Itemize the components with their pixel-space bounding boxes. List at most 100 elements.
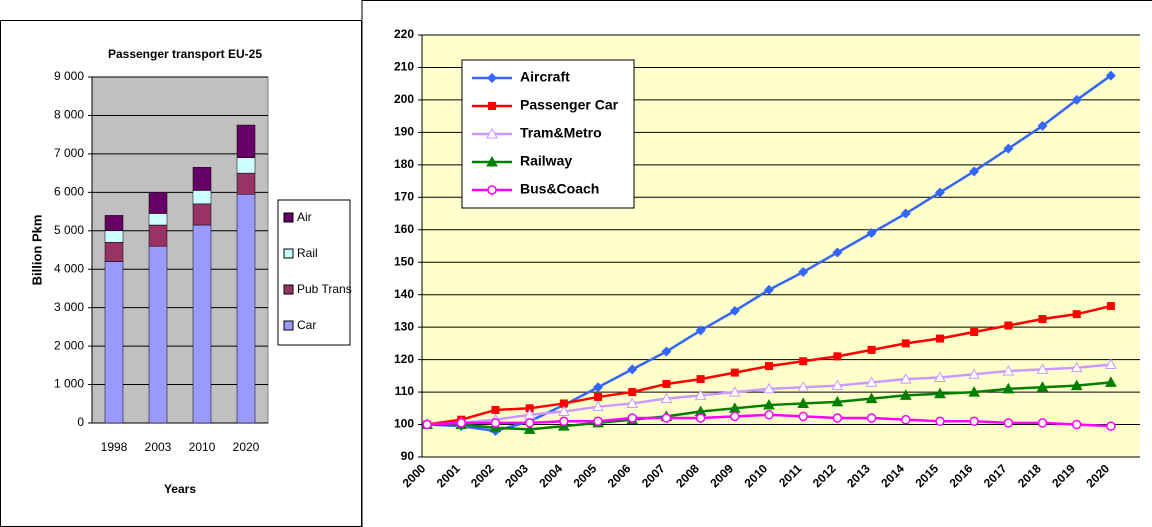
marker xyxy=(559,399,568,408)
x-tick-label: 2010 xyxy=(189,440,216,454)
marker xyxy=(831,379,844,391)
marker xyxy=(728,386,741,397)
marker xyxy=(935,334,944,343)
marker xyxy=(662,379,671,388)
marker xyxy=(487,73,497,83)
marker xyxy=(969,416,979,427)
marker xyxy=(456,418,467,428)
y-tick-label: 140 xyxy=(394,287,414,301)
legend-swatch xyxy=(283,212,294,223)
x-tick-label: 2008 xyxy=(673,461,702,490)
chart-title: Passenger transport EU-25 xyxy=(108,47,262,61)
x-tick-label: 2020 xyxy=(233,440,260,454)
marker xyxy=(831,395,844,407)
marker xyxy=(1003,418,1014,428)
x-tick-label: 2005 xyxy=(571,461,600,490)
y-tick-label: 3 000 xyxy=(54,300,84,314)
marker xyxy=(627,364,638,375)
marker xyxy=(695,413,706,423)
marker xyxy=(1070,379,1083,391)
y-tick-label: 180 xyxy=(394,157,414,171)
legend-label: Passenger Car xyxy=(520,97,619,113)
marker xyxy=(729,305,740,316)
marker xyxy=(901,414,911,425)
marker xyxy=(594,392,603,401)
legend-label: Rail xyxy=(297,246,318,260)
marker xyxy=(798,266,809,277)
x-tick-label: 2009 xyxy=(707,461,736,490)
marker xyxy=(968,386,980,397)
marker xyxy=(1037,120,1048,131)
x-tick-label: 2011 xyxy=(776,461,805,490)
marker xyxy=(901,339,910,348)
marker xyxy=(832,247,843,258)
bar-segment xyxy=(192,203,212,226)
marker xyxy=(934,187,945,198)
marker xyxy=(524,418,535,428)
marker xyxy=(1036,381,1049,392)
bar-segment xyxy=(148,224,168,247)
x-tick-label: 2001 xyxy=(434,461,463,490)
x-tick-label: 2017 xyxy=(981,461,1010,490)
marker xyxy=(626,397,639,408)
x-tick-label: 2004 xyxy=(536,461,565,490)
marker xyxy=(1002,364,1015,376)
marker xyxy=(486,155,498,167)
y-tick-label: 1 000 xyxy=(54,377,84,391)
marker xyxy=(696,375,705,384)
marker xyxy=(491,405,500,414)
marker xyxy=(1105,376,1117,387)
marker xyxy=(661,346,672,357)
marker xyxy=(1037,418,1048,428)
marker xyxy=(1071,419,1082,430)
marker xyxy=(1003,143,1014,154)
legend-label: Tram&Metro xyxy=(520,125,602,141)
marker xyxy=(694,389,707,400)
marker xyxy=(934,371,946,382)
y-tick-label: 6 000 xyxy=(54,185,84,199)
marker xyxy=(628,388,637,397)
bar-segment xyxy=(236,172,256,195)
x-tick-label: 2003 xyxy=(502,461,531,490)
marker xyxy=(1038,315,1047,324)
x-tick-label: 2000 xyxy=(400,461,429,490)
bar-segment xyxy=(148,192,168,214)
x-tick-label: 2018 xyxy=(1015,461,1044,490)
legend-label: Aircraft xyxy=(520,69,570,85)
y-tick-label: 0 xyxy=(77,415,84,429)
y-tick-label: 150 xyxy=(394,254,414,268)
legend-swatch xyxy=(283,320,294,331)
y-tick-label: 110 xyxy=(395,384,415,398)
bar-segment xyxy=(104,261,124,424)
y-tick-label: 200 xyxy=(394,92,414,106)
x-tick-label: 2020 xyxy=(1083,461,1112,490)
marker xyxy=(797,381,810,392)
legend-label: Bus&Coach xyxy=(520,181,599,197)
x-axis-label: Years xyxy=(164,482,196,496)
marker xyxy=(486,127,498,139)
x-tick-label: 2016 xyxy=(947,461,976,490)
bar-segment xyxy=(236,124,256,158)
marker xyxy=(593,416,603,427)
marker xyxy=(661,413,672,423)
legend-label: Pub Trans xyxy=(297,282,352,296)
x-tick-label: 2002 xyxy=(468,461,497,490)
marker xyxy=(833,352,842,361)
x-tick-label: 2007 xyxy=(639,461,668,490)
marker xyxy=(558,405,570,417)
marker xyxy=(1072,310,1081,319)
marker xyxy=(798,411,808,422)
marker xyxy=(1071,94,1082,105)
marker xyxy=(660,392,673,404)
x-tick-label: 2013 xyxy=(844,461,873,490)
marker xyxy=(523,423,536,434)
marker xyxy=(866,413,877,423)
marker xyxy=(1004,321,1013,330)
marker xyxy=(1105,358,1117,369)
y-tick-label: 120 xyxy=(394,352,414,366)
bar-segment xyxy=(192,190,212,205)
marker xyxy=(799,357,808,366)
y-axis-label: Billion Pkm xyxy=(29,215,44,286)
marker xyxy=(490,418,501,428)
